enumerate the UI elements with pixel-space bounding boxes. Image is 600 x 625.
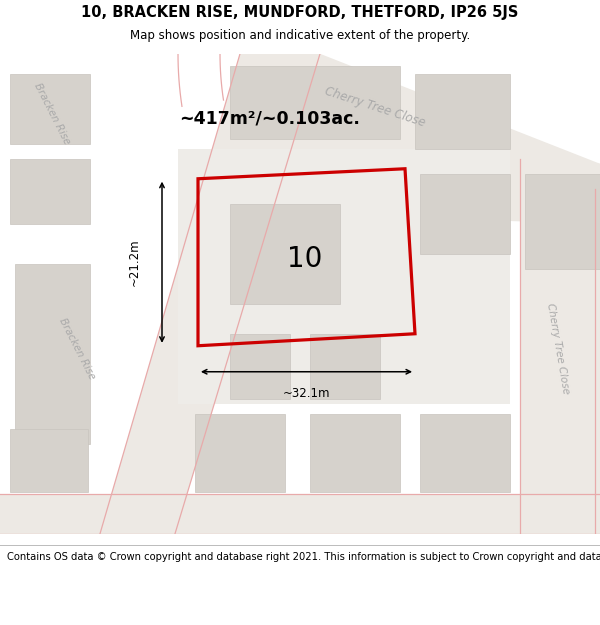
Polygon shape bbox=[520, 154, 600, 534]
Text: ~32.1m: ~32.1m bbox=[283, 388, 330, 400]
Polygon shape bbox=[525, 174, 600, 269]
Polygon shape bbox=[230, 204, 340, 304]
Text: 10: 10 bbox=[287, 245, 323, 272]
Polygon shape bbox=[420, 414, 510, 492]
Polygon shape bbox=[15, 264, 90, 444]
Text: Contains OS data © Crown copyright and database right 2021. This information is : Contains OS data © Crown copyright and d… bbox=[7, 552, 600, 562]
Text: Bracken Rise: Bracken Rise bbox=[32, 81, 72, 146]
Text: Bracken Rise: Bracken Rise bbox=[57, 316, 97, 381]
Polygon shape bbox=[415, 74, 510, 149]
Polygon shape bbox=[100, 54, 320, 534]
Bar bbox=[0, 494, 600, 534]
Polygon shape bbox=[10, 429, 88, 492]
Text: 10, BRACKEN RISE, MUNDFORD, THETFORD, IP26 5JS: 10, BRACKEN RISE, MUNDFORD, THETFORD, IP… bbox=[82, 5, 518, 20]
Polygon shape bbox=[420, 174, 510, 254]
Polygon shape bbox=[178, 149, 510, 404]
Text: ~417m²/~0.103ac.: ~417m²/~0.103ac. bbox=[179, 110, 361, 128]
Text: Cherry Tree Close: Cherry Tree Close bbox=[545, 302, 571, 395]
Polygon shape bbox=[10, 74, 90, 144]
Polygon shape bbox=[195, 414, 285, 492]
Text: Map shows position and indicative extent of the property.: Map shows position and indicative extent… bbox=[130, 29, 470, 42]
Text: ~21.2m: ~21.2m bbox=[128, 238, 140, 286]
Polygon shape bbox=[310, 334, 380, 399]
Polygon shape bbox=[215, 54, 600, 224]
Polygon shape bbox=[230, 66, 400, 139]
Polygon shape bbox=[230, 334, 290, 399]
Polygon shape bbox=[310, 414, 400, 492]
Polygon shape bbox=[10, 159, 90, 224]
Text: Cherry Tree Close: Cherry Tree Close bbox=[323, 84, 427, 129]
